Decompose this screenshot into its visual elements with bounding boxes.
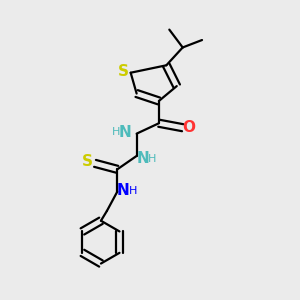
Text: N: N <box>119 125 132 140</box>
Text: H: H <box>112 127 121 137</box>
Text: N: N <box>117 183 130 198</box>
Text: O: O <box>183 120 196 135</box>
Text: N: N <box>136 152 149 166</box>
Text: H: H <box>148 154 156 164</box>
Text: S: S <box>82 154 93 169</box>
Text: S: S <box>118 64 129 79</box>
Text: H: H <box>129 186 137 196</box>
